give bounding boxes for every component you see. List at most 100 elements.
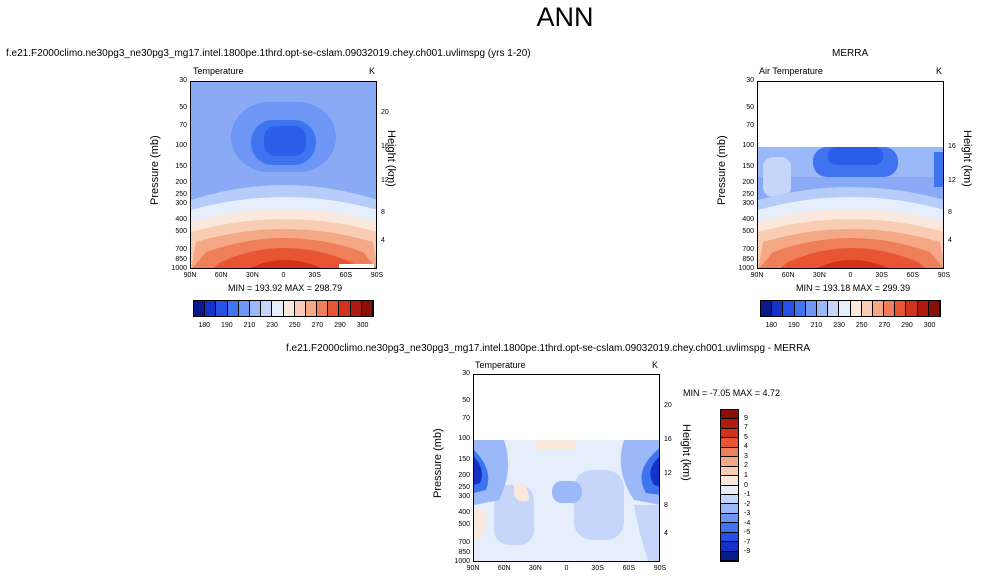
panel2-colorbar-label: 190 xyxy=(787,322,800,329)
panel2-pressure-tick: 70 xyxy=(746,122,754,130)
panel3-colorbar-label: 2 xyxy=(744,462,748,470)
panel1-pressure-tick: 400 xyxy=(175,215,187,223)
panel3-colorbar-label: -9 xyxy=(744,548,751,556)
panel1-lat-tick: 90S xyxy=(370,272,384,279)
panel2-pressure-tick: 850 xyxy=(742,256,754,264)
panel3-var-label: Temperature xyxy=(475,360,526,370)
panel2-lat-tick: 60N xyxy=(781,272,795,279)
panel3-colorbar-swatch xyxy=(721,457,738,467)
panel1-colorbar-label: 230 xyxy=(266,322,278,329)
panel2-caption: MERRA xyxy=(832,48,869,59)
panel1-colorbar-swatch xyxy=(294,301,306,316)
panel3-colorbar-swatch xyxy=(721,542,738,552)
panel2-colorbar-label: 290 xyxy=(901,322,913,329)
panel1-colorbar-swatch xyxy=(317,301,329,316)
panel3-colorbar-label: -7 xyxy=(744,538,751,546)
panel2-colorbar-label: 180 xyxy=(765,322,777,329)
panel3-colorbar xyxy=(720,409,739,562)
panel3-units: K xyxy=(652,360,659,370)
panel3-colorbar-swatch xyxy=(721,476,738,486)
panel2-colorbar-swatch xyxy=(884,301,896,316)
panel1-pressure-tick: 700 xyxy=(175,245,187,253)
panel3-colorbar-label: 9 xyxy=(744,414,748,422)
panel1-pressure-tick: 70 xyxy=(179,122,187,130)
panel3-plot-area xyxy=(473,374,660,562)
panel2-colorbar-label: 300 xyxy=(923,322,936,329)
panel3-colorbar-swatch xyxy=(721,494,738,505)
panel3-lat-tick: 90S xyxy=(653,565,667,572)
panel1-units: K xyxy=(369,66,376,76)
panel3-colorbar-label: 5 xyxy=(744,433,748,441)
panel2-height-tick: 16 xyxy=(948,142,956,150)
panel2-units: K xyxy=(936,66,943,76)
panel2-lat-tick: 30S xyxy=(875,272,888,279)
panel3-pressure-tick: 500 xyxy=(458,520,470,528)
panel3-colorbar-label: -2 xyxy=(744,500,751,508)
panel2-colorbar-swatch xyxy=(872,301,885,316)
panel2-colorbar-swatch xyxy=(917,301,929,316)
panel2-colorbar-label: 250 xyxy=(855,322,868,329)
panel3-colorbar-swatch xyxy=(721,428,738,439)
panel3-height-tick: 4 xyxy=(664,529,668,537)
panel1-pressure-tick: 30 xyxy=(179,77,187,84)
panel1-pressure-tick: 300 xyxy=(175,200,187,208)
panel3-colorbar-swatch xyxy=(721,447,738,458)
panel1-pressure-tick: 200 xyxy=(175,178,187,186)
panel3-colorbar-swatch xyxy=(721,532,738,543)
panel1-colorbar-swatch xyxy=(272,301,284,316)
panel1-colorbar-swatch xyxy=(261,301,273,316)
panel1-lat-tick: 30N xyxy=(245,272,259,279)
panel2-height-tick: 4 xyxy=(948,236,952,244)
panel1-lat-tick: 60N xyxy=(214,272,228,279)
panel2-pressure-tick: 500 xyxy=(742,227,754,235)
panel2-colorbar-swatch xyxy=(906,301,918,316)
panel3-y2label: Height (km) xyxy=(680,424,692,481)
panel1-colorbar-swatch xyxy=(361,301,373,316)
panel3-pressure-tick: 50 xyxy=(462,397,470,405)
panel1-lat-tick: 90N xyxy=(183,272,197,279)
panel2-colorbar-swatch xyxy=(816,301,829,316)
panel1-height-tick: 12 xyxy=(381,176,389,184)
panel2-colorbar-swatch xyxy=(861,301,873,316)
panel2-pressure-tick: 700 xyxy=(742,245,754,253)
panel3-contour-field xyxy=(474,440,659,561)
panel1-height-tick: 16 xyxy=(381,142,389,150)
panel1-colorbar-swatch xyxy=(227,301,239,316)
panel2-pressure-tick: 1000 xyxy=(738,265,754,272)
panel1-colorbar-swatch xyxy=(350,301,362,316)
panel3-pressure-tick: 30 xyxy=(462,370,470,377)
panel3-lat-tick: 60N xyxy=(497,565,511,572)
panel1-lat-tick: 30S xyxy=(308,272,321,279)
panel3-colorbar-swatch xyxy=(721,438,738,448)
panel1-colorbar-swatch xyxy=(249,301,262,316)
panel3-pressure-tick: 1000 xyxy=(454,558,470,565)
panel1-lat-tick: 0 xyxy=(281,272,286,279)
panel2-pressure-tick: 250 xyxy=(742,190,754,198)
panel3-height-tick: 16 xyxy=(664,435,672,443)
panel2-y2label: Height (km) xyxy=(961,130,973,187)
panel1-height-tick: 8 xyxy=(381,208,385,216)
panel2-pressure-tick: 50 xyxy=(746,104,754,112)
panel2-colorbar-swatch xyxy=(772,301,784,316)
panel3-colorbar-label: -5 xyxy=(744,529,751,537)
panel2-height-tick: 8 xyxy=(948,208,952,216)
panel3-lat-tick: 30N xyxy=(528,565,542,572)
panel3-colorbar-label: 3 xyxy=(744,452,748,460)
panel3-colorbar-swatch xyxy=(721,419,738,429)
panel3-minmax: MIN = -7.05 MAX = 4.72 xyxy=(683,388,781,398)
panel1-colorbar-swatch xyxy=(305,301,318,316)
panel1-colorbar-swatch xyxy=(194,301,206,316)
panel3-height-tick: 12 xyxy=(664,469,672,477)
panel2-colorbar-label: 230 xyxy=(833,322,845,329)
panel1-colorbar-label: 270 xyxy=(311,322,324,329)
panel2-colorbar-label: 210 xyxy=(810,322,823,329)
panel3-pressure-tick: 100 xyxy=(458,434,470,442)
panel3-colorbar-label: 4 xyxy=(744,443,748,451)
panel1-pressure-tick: 100 xyxy=(175,141,187,149)
panel1-pressure-tick: 150 xyxy=(175,163,187,171)
panel2-colorbar-swatch xyxy=(850,301,862,316)
panel1-lat-tick: 60S xyxy=(339,272,353,279)
panel1-colorbar-swatch xyxy=(283,301,295,316)
panel1-minmax: MIN = 193.92 MAX = 298.79 xyxy=(228,283,343,293)
panel1-colorbar-label: 180 xyxy=(198,322,210,329)
